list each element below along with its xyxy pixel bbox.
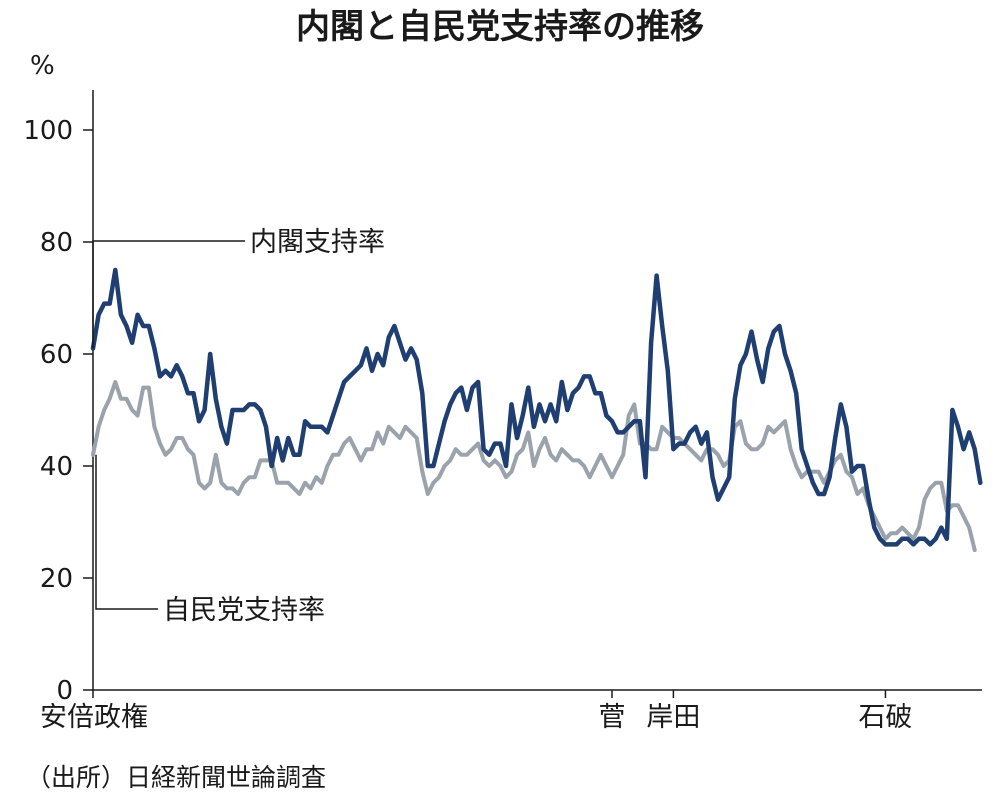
y-axis-ticks: 0 20 40 60 80 100 <box>23 116 93 706</box>
source-note: （出所）日経新聞世論調査 <box>26 763 326 792</box>
x-period-label: 菅 <box>599 702 626 733</box>
x-axis-period-labels: 安倍政権 菅岸田 石破 <box>40 690 912 733</box>
y-tick-label: 20 <box>40 564 73 594</box>
x-period-label: 安倍政権 <box>40 702 148 733</box>
y-tick-label: 60 <box>40 340 73 370</box>
series-label-cabinet: 内閣支持率 <box>250 227 385 258</box>
chart-title: 内閣と自民党支持率の推移 <box>296 7 704 47</box>
callout-leader-ldp <box>95 454 158 610</box>
axes <box>92 90 982 691</box>
y-unit-label: % <box>30 51 55 81</box>
y-tick-label: 100 <box>23 116 73 146</box>
x-period-label: 石破 <box>858 702 912 733</box>
series-label-ldp: 自民党支持率 <box>163 595 325 626</box>
y-tick-label: 40 <box>40 452 73 482</box>
callout-leader-cabinet <box>92 240 245 349</box>
series-lines <box>90 267 983 552</box>
y-tick-label: 0 <box>56 676 73 706</box>
series-line-cabinet <box>90 267 983 547</box>
y-tick-label: 80 <box>40 228 73 258</box>
x-period-label: 岸田 <box>646 702 700 733</box>
